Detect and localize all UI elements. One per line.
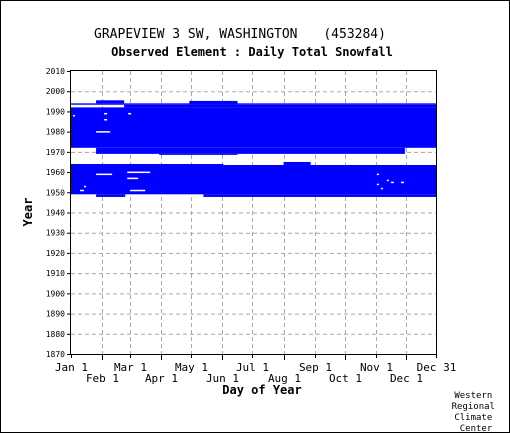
y-tick-label: 1910 xyxy=(46,269,65,278)
missing-record xyxy=(127,177,139,180)
y-tick-label: 2010 xyxy=(46,67,65,76)
missing-record xyxy=(380,187,383,190)
observed-period xyxy=(71,107,436,148)
credit-line-2: Regional xyxy=(452,402,495,412)
chart-title: GRAPEVIEW 3 SW, WASHINGTON (453284) xyxy=(94,27,386,42)
missing-record xyxy=(96,131,111,133)
x-tick-label: Jul 1 xyxy=(236,361,269,374)
missing-record xyxy=(376,173,379,176)
observed-period xyxy=(71,164,436,195)
y-tick-label: 1940 xyxy=(46,209,65,218)
missing-record xyxy=(376,183,379,186)
x-tick-label: Jun 1 xyxy=(206,372,239,385)
y-tick-label: 1900 xyxy=(46,289,65,298)
observed-period xyxy=(71,163,224,165)
station-name: GRAPEVIEW 3 SW, WASHINGTON xyxy=(94,27,298,42)
x-tick-label: May 1 xyxy=(175,361,208,374)
x-tick-label: Nov 1 xyxy=(360,361,393,374)
observed-period xyxy=(159,153,238,155)
missing-record xyxy=(386,179,389,182)
missing-record xyxy=(104,119,108,121)
station-id: (453284) xyxy=(323,27,386,42)
missing-data-layer xyxy=(73,112,404,192)
y-axis-label: Year xyxy=(21,198,35,227)
x-tick-label: Dec 31 xyxy=(417,361,457,374)
observed-period xyxy=(96,147,405,154)
missing-record xyxy=(84,185,87,188)
observed-period xyxy=(203,194,436,197)
y-tick-label: 1870 xyxy=(46,350,65,359)
y-tick-label: 1890 xyxy=(46,310,65,319)
missing-record xyxy=(128,112,132,115)
y-axis: 1870 1880 1890 1900 1910 1920 1930 1940 1950 1960… xyxy=(46,67,71,359)
x-axis-label: Day of Year xyxy=(222,383,301,397)
observed-period xyxy=(71,103,436,105)
missing-record xyxy=(127,171,151,174)
missing-record xyxy=(73,114,76,117)
observed-period xyxy=(124,104,437,108)
y-tick-label: 1980 xyxy=(46,128,65,137)
missing-record xyxy=(80,189,85,192)
x-tick-label: Aug 1 xyxy=(268,372,301,385)
x-tick-label: Mar 1 xyxy=(114,361,147,374)
x-tick-label: Apr 1 xyxy=(145,372,178,385)
y-tick-label: 1960 xyxy=(46,168,65,177)
credit-line-3: Climate xyxy=(454,413,492,423)
missing-record xyxy=(400,181,404,184)
observed-period xyxy=(96,194,126,197)
observed-period xyxy=(96,100,125,104)
credit-line-1: Western xyxy=(454,391,492,401)
observed-period xyxy=(189,100,238,105)
data-layer xyxy=(71,100,437,197)
x-tick-label: Feb 1 xyxy=(86,372,119,385)
missing-record xyxy=(96,173,113,176)
observed-period xyxy=(283,161,311,165)
missing-record xyxy=(104,112,108,115)
y-tick-label: 1880 xyxy=(46,330,65,339)
missing-record xyxy=(390,181,394,184)
y-tick-label: 1990 xyxy=(46,107,65,116)
credit-block: Western Regional Climate Center xyxy=(452,391,501,433)
y-tick-label: 1930 xyxy=(46,229,65,238)
missing-record xyxy=(130,189,146,192)
x-tick-label: Sep 1 xyxy=(299,361,332,374)
x-tick-label: Jan 1 xyxy=(55,361,88,374)
chart-subtitle: Observed Element : Daily Total Snowfall xyxy=(111,45,393,59)
y-tick-label: 1920 xyxy=(46,249,65,258)
x-tick-label: Oct 1 xyxy=(329,372,362,385)
x-tick-label: Dec 1 xyxy=(390,372,423,385)
credit-line-4: Center xyxy=(460,424,493,433)
y-tick-label: 2000 xyxy=(46,87,65,96)
x-axis: Jan 1 Mar 1 May 1 Jul 1 Sep 1 Nov 1 Dec 31 Feb … xyxy=(55,354,456,385)
y-tick-label: 1950 xyxy=(46,188,65,197)
y-tick-label: 1970 xyxy=(46,148,65,157)
